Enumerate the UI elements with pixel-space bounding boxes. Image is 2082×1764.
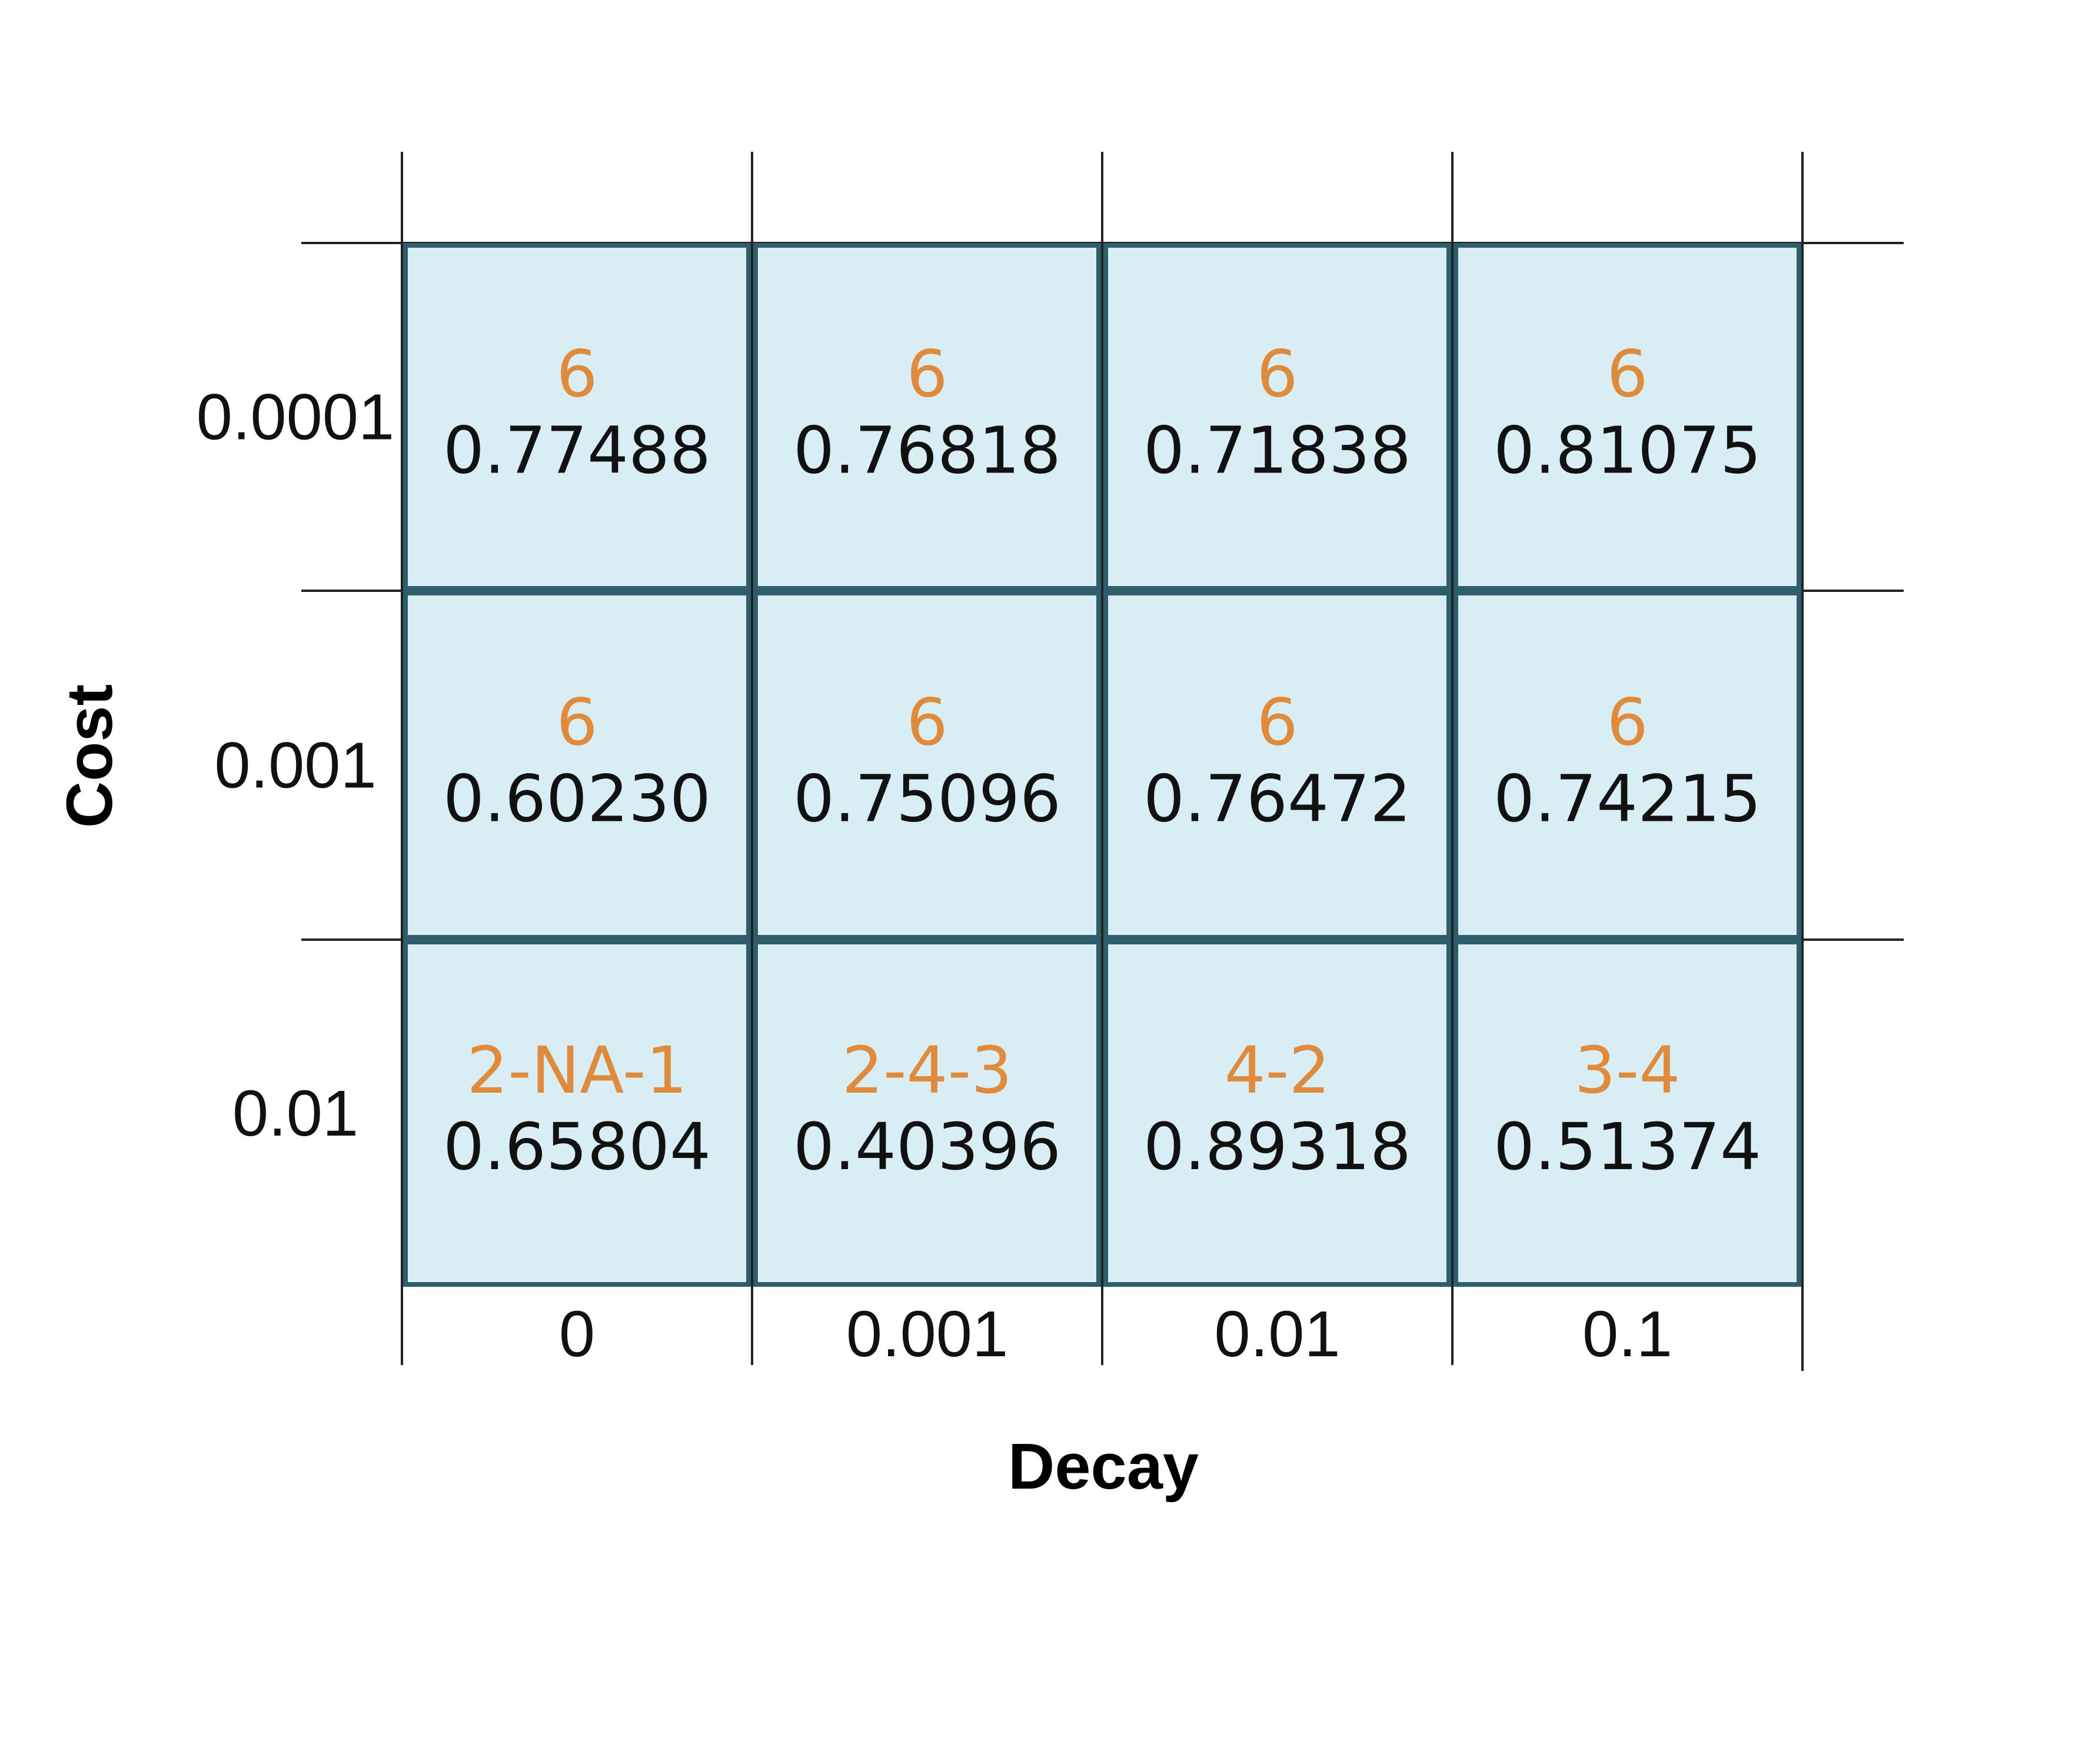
cells: 60.7748860.7681860.7183860.8107560.60230…: [403, 243, 1801, 1287]
cell-value: 0.74215: [1494, 761, 1761, 837]
cell-value: 0.76818: [793, 413, 1061, 488]
cell-rect: [403, 591, 751, 940]
cell-rect: [753, 591, 1101, 940]
cell-value: 0.51374: [1494, 1109, 1761, 1184]
cell-value: 0.81075: [1494, 413, 1761, 488]
cell-rect: [1103, 940, 1451, 1287]
x-axis-title: Decay: [1008, 1430, 1199, 1503]
y-tick-label: 0.001: [214, 730, 376, 802]
cell-value: 0.75096: [793, 761, 1061, 837]
cell-rect: [403, 940, 751, 1287]
cell-rect: [1454, 940, 1801, 1287]
cell-value: 0.71838: [1143, 413, 1411, 488]
y-tick-label: 0.01: [232, 1077, 358, 1150]
cell-rect: [1103, 243, 1451, 591]
cell-label: 6: [907, 337, 948, 412]
y-tick-label: 0.0001: [197, 381, 394, 454]
cell-value: 0.40396: [793, 1109, 1061, 1184]
x-tick-label: 0: [559, 1298, 595, 1370]
cell-label: 6: [557, 337, 598, 412]
cell-value: 0.76472: [1143, 761, 1411, 837]
cell-label: 6: [907, 685, 948, 760]
cell-value: 0.77488: [443, 413, 711, 488]
cell-rect: [403, 243, 751, 591]
x-tick-label: 0.01: [1214, 1298, 1340, 1370]
cell-label: 4-2: [1225, 1033, 1331, 1108]
cell-value: 0.89318: [1143, 1109, 1411, 1184]
x-tick-label: 0.001: [846, 1298, 1008, 1370]
cell-rect: [753, 243, 1101, 591]
cell-label: 6: [557, 685, 598, 760]
tick-labels: 0 0.001 0.01 0.1 0.0001 0.001 0.01: [197, 381, 1672, 1371]
cell-label: 6: [1257, 685, 1298, 760]
cell-rect: [1103, 591, 1451, 940]
cell-label: 6: [1607, 685, 1648, 760]
cell-value: 0.60230: [443, 761, 711, 837]
cell-value: 0.65804: [443, 1109, 711, 1184]
cell-rect: [753, 940, 1101, 1287]
cell-label: 2-NA-1: [467, 1033, 687, 1108]
cell-label: 2-4-3: [842, 1033, 1012, 1108]
cell-label: 6: [1607, 337, 1648, 412]
cell-label: 3-4: [1575, 1033, 1681, 1108]
cell-rect: [1454, 243, 1801, 591]
cell-rect: [1454, 591, 1801, 940]
y-axis-title: Cost: [54, 684, 126, 828]
x-tick-label: 0.1: [1582, 1298, 1672, 1370]
cell-label: 6: [1257, 337, 1298, 412]
